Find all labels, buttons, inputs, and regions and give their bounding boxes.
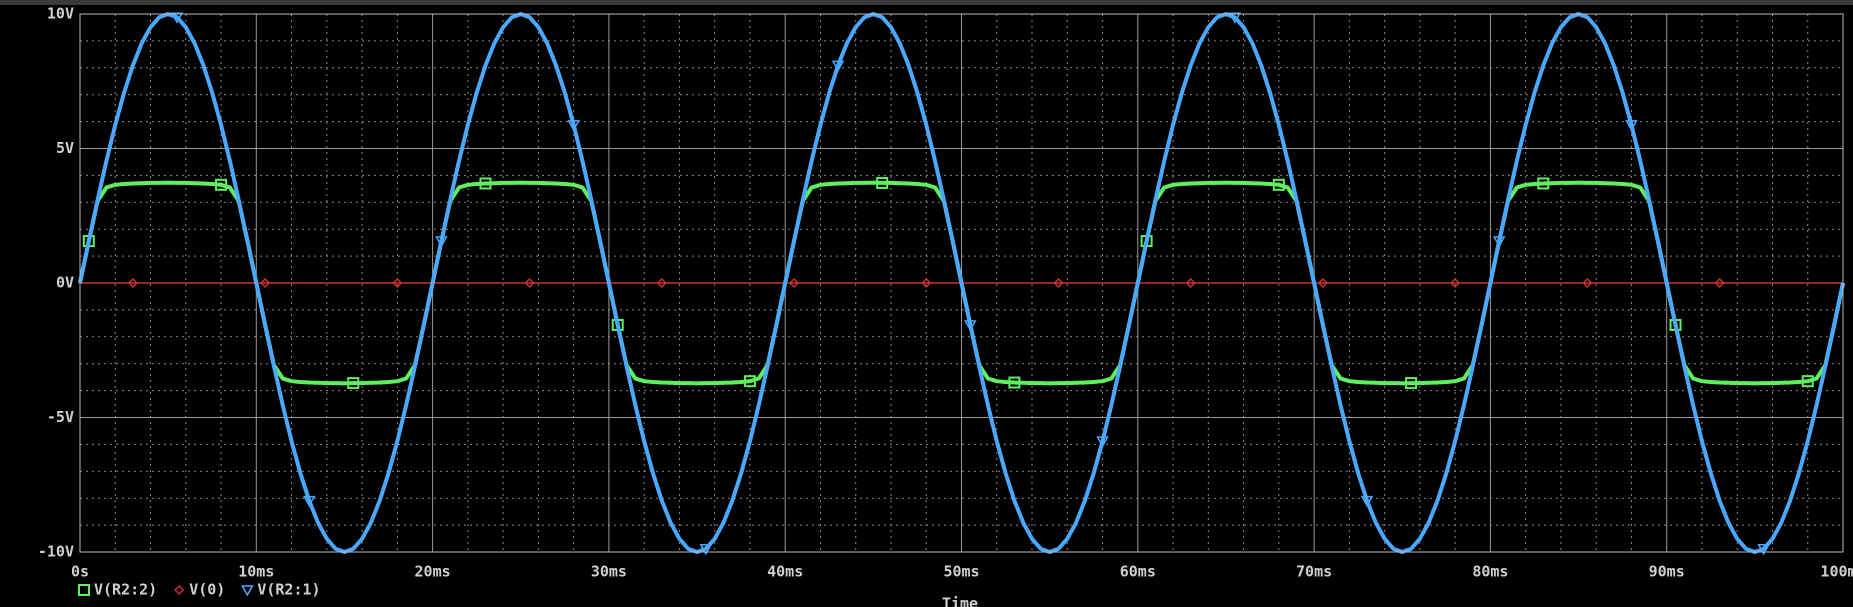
marker — [1228, 12, 1242, 24]
legend-label: V(R2:1) — [257, 581, 320, 599]
y-tick-label: -5V — [47, 408, 74, 426]
marker — [479, 177, 492, 190]
marker — [1405, 377, 1418, 390]
marker — [1360, 495, 1374, 508]
x-tick-label: 50ms — [943, 563, 979, 581]
x-tick-label: 90ms — [1649, 563, 1685, 581]
legend-item: V(R2:2) — [78, 581, 157, 599]
marker — [435, 236, 448, 248]
marker — [260, 277, 271, 289]
series-line — [78, 12, 1845, 554]
marker — [1757, 544, 1770, 556]
marker — [1096, 436, 1109, 448]
x-tick-label: 20ms — [415, 563, 451, 581]
marker — [174, 584, 185, 596]
marker — [524, 277, 535, 289]
legend-label: V(R2:2) — [94, 581, 157, 599]
y-tick-label: -10V — [38, 543, 74, 561]
x-tick-label: 70ms — [1296, 563, 1332, 581]
marker — [1625, 120, 1638, 132]
plot-frame — [79, 13, 1844, 553]
x-tick-label: 100ms — [1820, 563, 1853, 581]
marker — [743, 375, 756, 388]
marker — [1053, 277, 1064, 289]
y-tick-label: 0V — [56, 274, 74, 292]
legend-label: V(0) — [189, 581, 225, 599]
x-tick-label: 30ms — [591, 563, 627, 581]
x-tick-label: 60ms — [1120, 563, 1156, 581]
legend-item: V(0) — [174, 581, 225, 599]
x-tick-label: 0s — [71, 563, 89, 581]
marker — [302, 495, 316, 508]
marker — [699, 544, 713, 556]
marker — [656, 277, 667, 289]
y-tick-label: 5V — [56, 139, 74, 157]
axes: 0s 10ms 20ms 30ms 40ms 50ms 60ms 70ms 80ms 90ms 10… — [38, 5, 1853, 581]
marker — [170, 12, 184, 24]
marker — [78, 584, 90, 596]
x-axis-label: Time — [942, 595, 978, 607]
marker — [921, 277, 932, 289]
marker — [1801, 375, 1814, 388]
marker — [567, 120, 580, 132]
plot — [78, 12, 1845, 556]
marker — [1492, 236, 1506, 248]
marker — [876, 176, 889, 189]
y-tick-label: 10V — [47, 5, 74, 23]
x-tick-label: 80ms — [1472, 563, 1508, 581]
marker — [1582, 277, 1593, 289]
marker — [1272, 178, 1285, 191]
marker — [215, 178, 228, 191]
marker — [788, 277, 800, 289]
marker — [1714, 277, 1725, 289]
title-bar — [0, 0, 1853, 5]
marker — [1317, 277, 1328, 289]
marker — [241, 585, 254, 597]
marker — [392, 277, 403, 289]
marker — [831, 60, 845, 72]
x-tick-label: 10ms — [238, 563, 274, 581]
marker — [347, 377, 360, 390]
marker — [127, 277, 138, 289]
marker — [1537, 177, 1550, 190]
x-tick-label: 40ms — [767, 563, 803, 581]
marker — [1450, 277, 1461, 289]
marker — [964, 320, 977, 332]
marker — [1008, 376, 1021, 389]
legend-item: V(R2:1) — [241, 581, 321, 599]
marker — [1185, 277, 1196, 289]
